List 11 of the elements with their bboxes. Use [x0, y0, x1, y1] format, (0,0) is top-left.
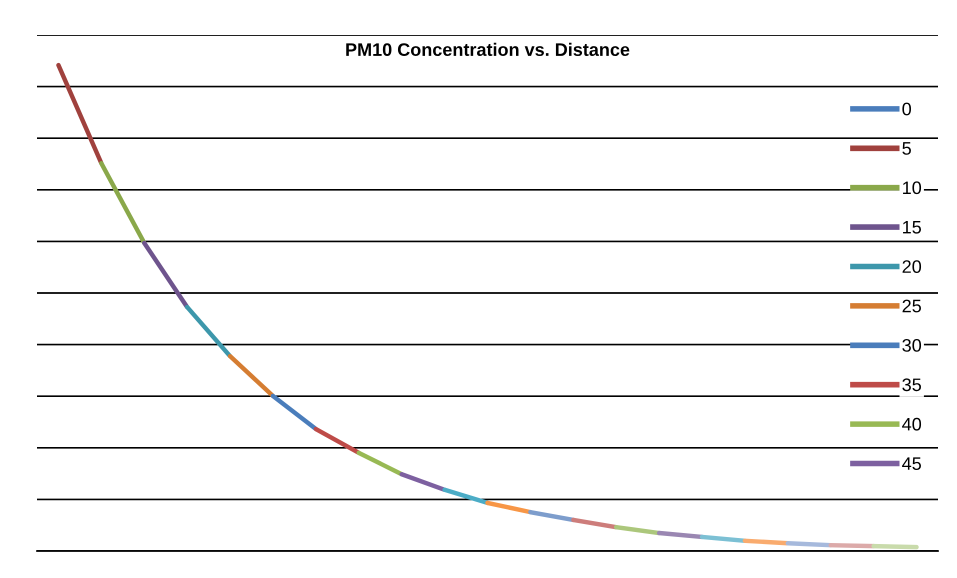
- legend-label: 25: [902, 300, 921, 312]
- chart-title: PM10 Concentration vs. Distance: [346, 42, 630, 56]
- legend-label: 45: [902, 457, 921, 470]
- legend-label: 20: [902, 260, 922, 273]
- legend-label: 35: [902, 378, 921, 392]
- legend-label: 15: [903, 220, 921, 234]
- legend-label: 0: [902, 102, 912, 116]
- legend-label: 5: [902, 142, 911, 155]
- legend-label: 10: [903, 181, 922, 194]
- legend-label: 30: [902, 339, 922, 352]
- legend-label: 40: [902, 418, 922, 431]
